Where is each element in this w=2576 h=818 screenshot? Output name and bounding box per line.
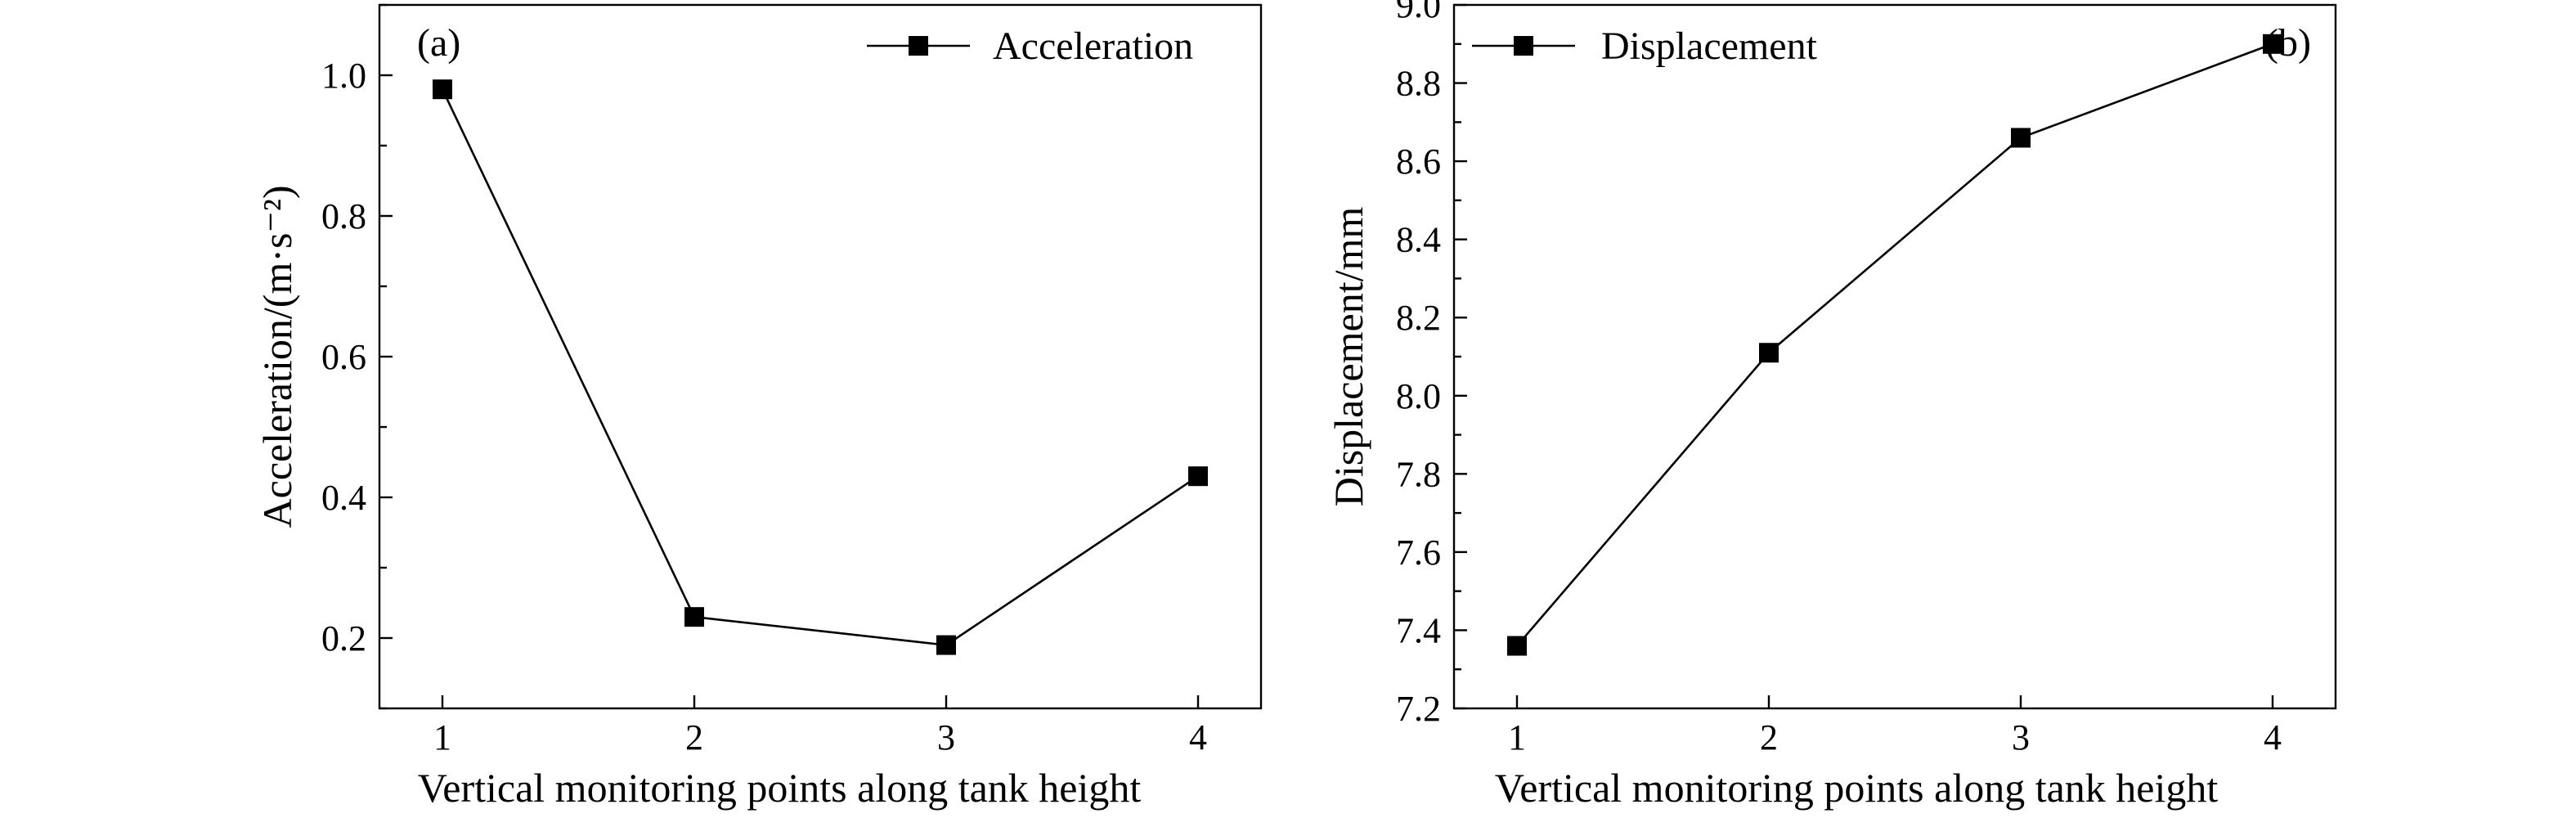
y-tick-label: 0.6 <box>321 337 366 377</box>
y-axis-title: Acceleration/(m·s⁻²) <box>254 186 300 528</box>
data-point <box>433 79 452 100</box>
y-ticks: 0.2 0.4 0.6 0.8 1.0 <box>321 3 393 710</box>
x-tick-label: 4 <box>2264 717 2282 757</box>
x-tick-label: 1 <box>1508 717 1526 757</box>
panel-label: (a) <box>417 21 460 65</box>
x-ticks: 1 2 3 4 <box>433 695 1207 757</box>
y-tick-label: 0.4 <box>321 478 366 518</box>
x-tick-label: 1 <box>433 717 451 757</box>
y-tick-label: 8.2 <box>1396 298 1441 338</box>
x-axis-title: Vertical monitoring points along tank he… <box>418 765 1142 811</box>
y-tick-label: 9.0 <box>1396 0 1441 25</box>
data-point <box>2263 34 2282 54</box>
data-point <box>684 607 704 627</box>
x-tick-label: 4 <box>1189 717 1207 757</box>
data-point <box>2011 128 2031 148</box>
x-tick-label: 2 <box>685 717 703 757</box>
y-tick-label: 7.2 <box>1396 689 1441 729</box>
chart-panel-acceleration: (a) Vertical monitoring points along tan… <box>254 3 1263 811</box>
y-tick-label: 0.8 <box>321 196 366 236</box>
legend: Displacement <box>1472 25 1818 68</box>
x-axis-title: Vertical monitoring points along tank he… <box>1495 765 2219 811</box>
series-line <box>441 88 1199 646</box>
data-point <box>1759 343 1779 363</box>
y-ticks: 7.2 7.4 7.6 7.8 8.0 8.2 8.4 8.6 8.8 9.0 <box>1396 0 1467 729</box>
x-tick-label: 3 <box>2012 717 2030 757</box>
plot-frame <box>1452 3 2337 710</box>
y-tick-label: 7.6 <box>1396 533 1441 573</box>
y-tick-label: 0.2 <box>321 618 366 658</box>
data-point <box>1507 636 1527 656</box>
data-point <box>936 635 956 655</box>
legend-label: Acceleration <box>993 25 1193 68</box>
x-tick-label: 2 <box>1760 717 1778 757</box>
y-tick-label: 7.8 <box>1396 454 1441 494</box>
data-point <box>1188 466 1208 487</box>
y-tick-label: 1.0 <box>321 56 366 96</box>
legend-marker <box>909 36 928 56</box>
y-axis-title: Displacement/mm <box>1326 207 1371 507</box>
y-tick-label: 7.4 <box>1396 610 1441 650</box>
plot-frame <box>378 3 1263 710</box>
legend-marker <box>1514 36 1533 56</box>
x-ticks: 1 2 3 4 <box>1508 695 2282 757</box>
series-displacement <box>1507 34 2282 656</box>
chart-panel-displacement: (b) Vertical monitoring points along tan… <box>1326 0 2337 811</box>
legend: Acceleration <box>867 25 1193 68</box>
y-tick-label: 8.0 <box>1396 376 1441 416</box>
series-line <box>1516 43 2273 647</box>
x-tick-label: 3 <box>937 717 955 757</box>
legend-label: Displacement <box>1601 25 1818 68</box>
y-tick-label: 8.4 <box>1396 220 1441 260</box>
y-tick-label: 8.6 <box>1396 142 1441 182</box>
y-tick-label: 8.8 <box>1396 64 1441 104</box>
series-acceleration <box>433 79 1208 655</box>
